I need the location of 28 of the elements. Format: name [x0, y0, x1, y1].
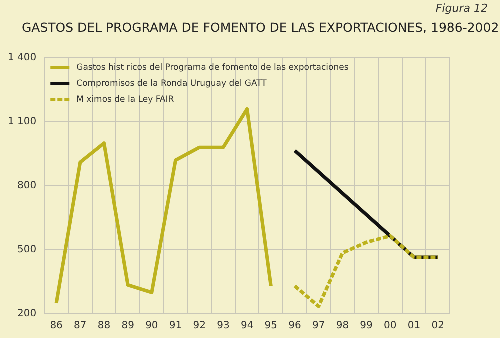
x-tick-label: 00	[384, 320, 397, 332]
y-tick-label: 800	[18, 180, 37, 192]
x-tick-label: 01	[408, 320, 421, 332]
x-tick-label: 86	[50, 320, 63, 332]
legend-label: M ximos de la Ley FAIR	[76, 95, 174, 106]
x-tick-label: 95	[264, 320, 278, 332]
x-tick-label: 98	[336, 320, 350, 332]
line-series	[293, 234, 440, 308]
text: Figura 12	[436, 2, 488, 15]
x-tick-label: 94	[240, 320, 254, 332]
y-tick-label: 200	[18, 308, 37, 320]
chart-title: GASTOS DEL PROGRAMA DE FOMENTO DE LAS EXPORTACIONES, 1986-2002	[22, 20, 500, 35]
x-tick-label: 89	[122, 320, 134, 332]
legend-label: Gastos hist ricos del Programa de fomento de las exportaciones	[76, 63, 350, 74]
x-tick-label: 96	[288, 320, 302, 332]
y-tick-label: 500	[18, 244, 37, 256]
y-tick-label: 1 100	[8, 116, 37, 128]
x-tick-label: 99	[360, 320, 373, 332]
x-tick-label: 92	[193, 320, 206, 332]
x-tick-label: 97	[312, 320, 326, 332]
x-tick-label: 88	[98, 320, 111, 332]
x-tick-label: 90	[146, 320, 158, 332]
x-tick-label: 93	[217, 320, 230, 332]
x-tick-label: 02	[432, 320, 444, 332]
x-tick-label: 87	[74, 320, 87, 332]
y-tick-label: 1 400	[8, 52, 37, 64]
x-tick-label: 91	[169, 320, 182, 332]
legend-label: Compromisos de la Ronda Uruguay del GATT	[76, 79, 268, 90]
